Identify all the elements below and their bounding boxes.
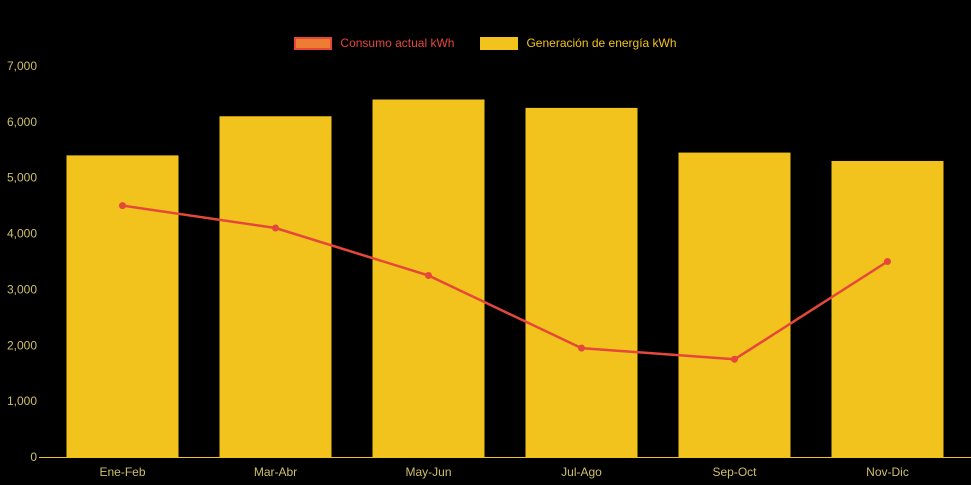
y-axis-tick-label: 3,000 [7, 282, 37, 296]
x-axis-label: May-Jun [405, 465, 451, 479]
line-point-Ene-Feb[interactable] [119, 202, 126, 210]
legend-item-generacion-energia[interactable]: Generación de energía kWh [480, 36, 677, 50]
x-axis-label: Mar-Abr [254, 465, 297, 479]
y-axis-tick-label: 2,000 [7, 338, 37, 352]
x-axis-label: Jul-Ago [561, 465, 602, 479]
legend-swatch-line-icon [294, 36, 333, 50]
legend: Consumo actual kWh Generación de energía… [0, 36, 971, 50]
line-point-Jul-Ago[interactable] [578, 344, 585, 352]
x-axis-label: Sep-Oct [712, 465, 757, 479]
line-point-Mar-Abr[interactable] [272, 224, 279, 232]
y-axis-tick-label: 4,000 [7, 227, 37, 241]
line-point-Nov-Dic[interactable] [884, 258, 891, 265]
line-point-May-Jun[interactable] [425, 271, 432, 279]
legend-item-consumo-actual[interactable]: Consumo actual kWh [294, 36, 454, 50]
bar-Nov-Dic[interactable] [831, 160, 944, 457]
y-axis-tick-label: 6,000 [7, 115, 37, 129]
bar-Sep-Oct[interactable] [678, 152, 791, 458]
bar-Jul-Ago[interactable] [525, 107, 638, 458]
consumption-line [122, 204, 889, 361]
line-point-Sep-Oct[interactable] [731, 355, 738, 363]
y-axis-tick-label: 7,000 [7, 59, 37, 73]
x-axis-label: Nov-Dic [866, 465, 909, 479]
legend-swatch-bar-icon [480, 36, 519, 50]
y-axis-tick-label: 1,000 [7, 394, 37, 408]
x-axis-label: Ene-Feb [99, 465, 145, 479]
legend-label-consumo-actual: Consumo actual kWh [340, 36, 455, 50]
legend-label-generacion-energia: Generación de energía kWh [526, 36, 677, 50]
bar-Mar-Abr[interactable] [219, 116, 332, 458]
bar-Ene-Feb[interactable] [66, 155, 179, 457]
y-axis-tick-label: 0 [30, 450, 37, 464]
y-axis-tick-label: 5,000 [7, 171, 37, 185]
